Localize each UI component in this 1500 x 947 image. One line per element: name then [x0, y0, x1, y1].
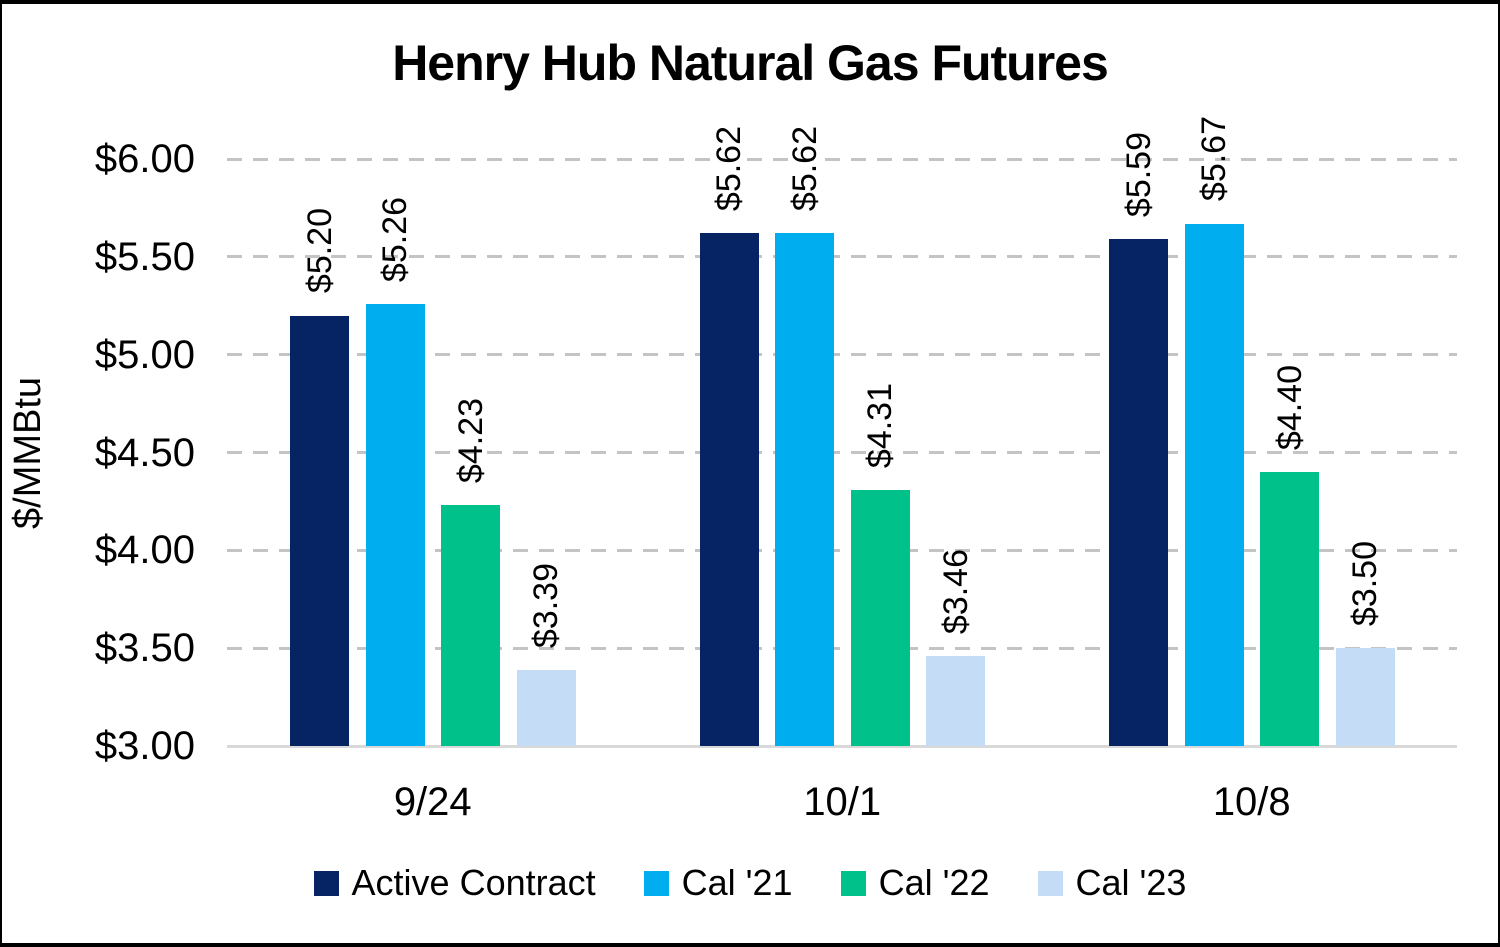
bar-10/1-cal-21	[775, 233, 834, 746]
bar-value-label: $3.50	[1346, 541, 1384, 627]
gridline	[227, 451, 1457, 454]
legend-swatch-icon	[840, 870, 866, 896]
legend-item-active-contract: Active Contract	[313, 862, 596, 904]
bar-value-label: $3.46	[936, 548, 975, 634]
gridline	[227, 548, 1457, 552]
bar-value-label: $5.59	[1119, 132, 1158, 218]
legend-label: Cal '22	[878, 862, 990, 903]
legend-swatch-icon	[643, 870, 669, 896]
x-category-label: 10/8	[1212, 780, 1291, 824]
x-category-label: 10/1	[803, 780, 882, 824]
legend-label: Cal '23	[1075, 862, 1187, 903]
bar-value-label: $3.39	[527, 562, 565, 648]
bar-value-label: $5.20	[300, 208, 339, 294]
chart-title: Henry Hub Natural Gas Futures	[392, 35, 1109, 91]
y-tick-label: $5.50	[94, 234, 195, 279]
y-tick-label: $4.50	[94, 430, 195, 475]
x-category-label: 9/24	[393, 780, 472, 824]
bar-value-label: $5.26	[376, 196, 414, 282]
legend: Active Contract Cal '21 Cal '22 Cal '23	[2, 862, 1498, 904]
y-tick-label: $4.00	[94, 528, 195, 573]
x-axis-baseline	[227, 744, 1457, 748]
gridline	[227, 353, 1457, 357]
bar-10/1-cal-22	[850, 489, 910, 746]
bar-9/24-cal-23	[516, 669, 576, 746]
bar-10/8-active-contract	[1109, 239, 1168, 746]
gridline	[227, 255, 1457, 259]
legend-item-cal-23: Cal '23	[1037, 862, 1187, 904]
legend-label: Active Contract	[351, 862, 596, 903]
bar-value-label: $5.62	[710, 126, 748, 212]
bar-9/24-cal-21	[365, 303, 425, 746]
y-tick-label: $6.00	[94, 137, 195, 181]
bar-10/1-active-contract	[699, 233, 759, 746]
bar-9/24-active-contract	[290, 315, 349, 746]
legend-item-cal-22: Cal '22	[840, 862, 990, 904]
y-tick-label: $3.00	[94, 724, 195, 768]
y-tick-label: $3.50	[94, 626, 195, 671]
bar-value-label: $4.23	[451, 398, 490, 484]
bar-9/24-cal-22	[441, 505, 500, 746]
bar-10/8-cal-23	[1335, 648, 1395, 746]
bar-value-label: $4.31	[861, 382, 899, 468]
bar-10/8-cal-22	[1260, 472, 1319, 746]
y-tick-label: $5.00	[94, 332, 195, 377]
bar-value-label: $4.40	[1270, 364, 1309, 451]
legend-swatch-icon	[313, 870, 339, 896]
bar-value-label: $5.67	[1195, 116, 1233, 202]
bar-value-label: $5.62	[785, 126, 824, 212]
gridline	[227, 157, 1457, 161]
bar-10/1-cal-23	[926, 655, 985, 746]
gridline	[227, 646, 1457, 650]
legend-label: Cal '21	[681, 862, 793, 903]
legend-item-cal-21: Cal '21	[643, 862, 793, 904]
legend-swatch-icon	[1037, 870, 1063, 896]
bar-10/8-cal-21	[1184, 223, 1244, 746]
